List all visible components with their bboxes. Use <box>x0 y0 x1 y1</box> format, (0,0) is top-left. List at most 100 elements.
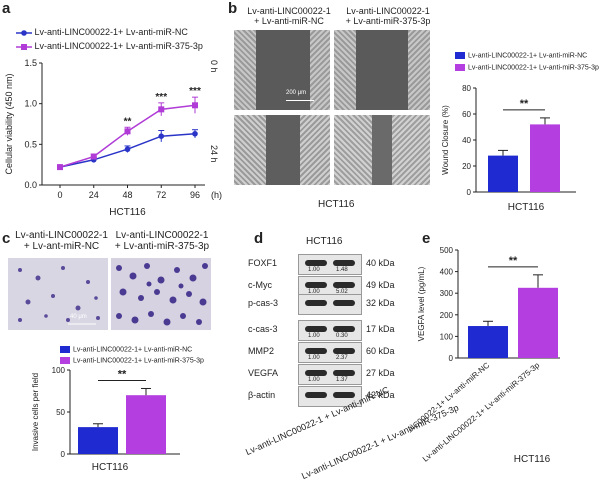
panel-b-legend-1: Lv-anti-LINC00022-1+ Lv-anti-miR-NC <box>455 52 587 59</box>
panel-b-image-xlabel: HCT116 <box>318 199 355 210</box>
b-ytick-label: 0 <box>467 188 472 197</box>
blot-kda-label: 27 kDa <box>366 368 395 378</box>
a-point <box>124 128 131 135</box>
a-ytick-label: 1.0 <box>24 99 37 109</box>
b-ytick-label: 20 <box>462 162 471 171</box>
blot-band <box>333 282 355 288</box>
e-ytick-label: 400 <box>440 268 454 277</box>
scale-bar-b: 200 μm <box>286 90 307 96</box>
c-xlabel: HCT116 <box>92 462 129 473</box>
blot-band <box>305 392 327 398</box>
scale-bar-c: 40 μm <box>70 314 87 320</box>
blot-quant-value: 1.00 <box>308 289 320 295</box>
e-ytick-label: 100 <box>440 332 454 341</box>
panel-a-chart: 0.0 0.5 1.0 1.5 0 24 48 72 96 (h) HCT116 Cellular v… <box>4 58 222 215</box>
blot-kda-label: 49 kDa <box>366 280 395 290</box>
wound-image-375-24h <box>334 115 430 185</box>
blot-strip: 1.00 2.37 <box>298 342 362 363</box>
e-xlabel: HCT116 <box>514 454 551 465</box>
a-point <box>192 130 198 137</box>
blot-strip: 1.00 5.02 <box>298 276 362 297</box>
panel-c-legend-2: Lv-anti-LINC00022-1+ Lv-anti-miR-375-3p <box>60 357 204 364</box>
c-ytick-label: 0 <box>61 450 66 459</box>
blot-band <box>305 282 327 288</box>
blot-quant-value: 1.48 <box>336 267 348 273</box>
blot-band <box>305 300 327 306</box>
a-xlabel: HCT116 <box>109 207 146 215</box>
c-significance: ** <box>118 368 127 380</box>
blot-quant-value: 2.37 <box>336 355 348 361</box>
c-ytick-label: 100 <box>52 366 66 375</box>
wound-image-nc-0h: 200 μm <box>234 30 330 110</box>
blot-band <box>333 348 355 354</box>
panel-b-row2: 24 h <box>209 145 219 163</box>
blot-band <box>333 300 355 306</box>
panel-b-row1: 0 h <box>209 60 219 73</box>
a-xtick-label: 96 <box>190 190 200 200</box>
b-bar <box>488 155 518 192</box>
panel-c-chart: 0 50 100 ** Invasive cells per field HCT116 <box>31 366 180 473</box>
c-bar <box>126 395 166 454</box>
c-bar <box>78 427 118 454</box>
e-bar <box>468 326 508 358</box>
blot-protein-label: c-Myc <box>248 280 272 290</box>
blot-quant-value: 1.00 <box>308 355 320 361</box>
blot-protein-label: c-cas-3 <box>248 324 278 334</box>
c-ytick-label: 50 <box>56 408 65 417</box>
a-point <box>57 164 63 171</box>
a-ytick-label: 1.5 <box>24 58 37 68</box>
blot-quant-value: 1.00 <box>308 377 320 383</box>
blot-protein-label: p-cas-3 <box>248 298 279 308</box>
e-ytick-label: 200 <box>440 311 454 320</box>
b-ytick-label: 80 <box>462 84 471 93</box>
b-bar <box>530 124 560 192</box>
a-x-unit: (h) <box>211 190 222 200</box>
blot-strip: 1.00 1.48 <box>298 254 362 275</box>
blot-protein-label: β-actin <box>248 390 276 400</box>
blot-quant-value: 1.37 <box>336 377 348 383</box>
panel-b-label: b <box>228 0 238 17</box>
blot-strip: 1.00 0.30 <box>298 320 362 341</box>
blot-band <box>333 370 355 376</box>
e-ytick-label: 300 <box>440 289 454 298</box>
blot-quant-value: 0.30 <box>336 333 348 339</box>
a-ylabel: Cellular viability (450 nm) <box>4 73 14 174</box>
blot-protein-label: VEGFA <box>248 368 279 378</box>
e-significance: ** <box>509 255 518 267</box>
panel-b-legend-2: Lv-anti-LINC00022-1+ Lv-anti-miR-375-3p <box>455 64 599 71</box>
blot-band <box>333 392 355 398</box>
panel-c-label: c <box>2 230 11 247</box>
panel-a-legend-2: Lv-anti-LINC00022-1+ Lv-anti-miR-375-3p <box>16 41 203 51</box>
blot-band <box>305 370 327 376</box>
panel-e-label: e <box>422 230 431 247</box>
blot-band <box>305 348 327 354</box>
panel-d-title: HCT116 <box>306 236 343 247</box>
panel-c-legend-1: Lv-anti-LINC00022-1+ Lv-anti-miR-NC <box>60 346 192 353</box>
a-ytick-label: 0.5 <box>24 139 37 149</box>
panel-b-col1-header: Lv-anti-LINC00022-1 + Lv-anti-miR-NC <box>247 6 331 26</box>
blot-strip <box>298 294 362 315</box>
a-xtick-label: 0 <box>57 190 62 200</box>
b-ytick-label: 60 <box>462 110 471 119</box>
panel-b-col2-header: Lv-anti-LINC00022-1 + Lv-anti-miR-375-3p <box>345 6 431 26</box>
blot-strip: 1.00 1.37 <box>298 364 362 385</box>
blot-kda-label: 42 kDa <box>366 390 395 400</box>
panel-a-legend-1: Lv-anti-LINC00022-1+ Lv-anti-miR-NC <box>16 27 188 37</box>
blot-kda-label: 60 kDa <box>366 346 395 356</box>
e-ytick-label: 0 <box>449 354 454 363</box>
a-significance: *** <box>155 92 167 103</box>
invasion-image-nc: 40 μm <box>8 258 108 330</box>
panel-a-label: a <box>2 0 11 17</box>
western-blot: FOXF1 1.00 1.48 40 kDa c-Myc 1.00 5.02 49 kDa p-… <box>248 254 448 414</box>
a-point <box>192 102 198 109</box>
panel-c-col1-header: Lv-anti-LINC00022-1 + Lv-ant-miR-NC <box>15 230 108 252</box>
b-ytick-label: 40 <box>462 136 471 145</box>
wound-image-375-0h <box>334 30 430 110</box>
blot-quant-value: 1.00 <box>308 267 320 273</box>
e-ylabel: VEGFA level (pg/mL) <box>417 266 426 341</box>
blot-quant-value: 5.02 <box>336 289 348 295</box>
panel-d-label: d <box>254 230 264 247</box>
a-point <box>124 146 131 153</box>
blot-band <box>333 260 355 266</box>
blot-band <box>305 326 327 332</box>
